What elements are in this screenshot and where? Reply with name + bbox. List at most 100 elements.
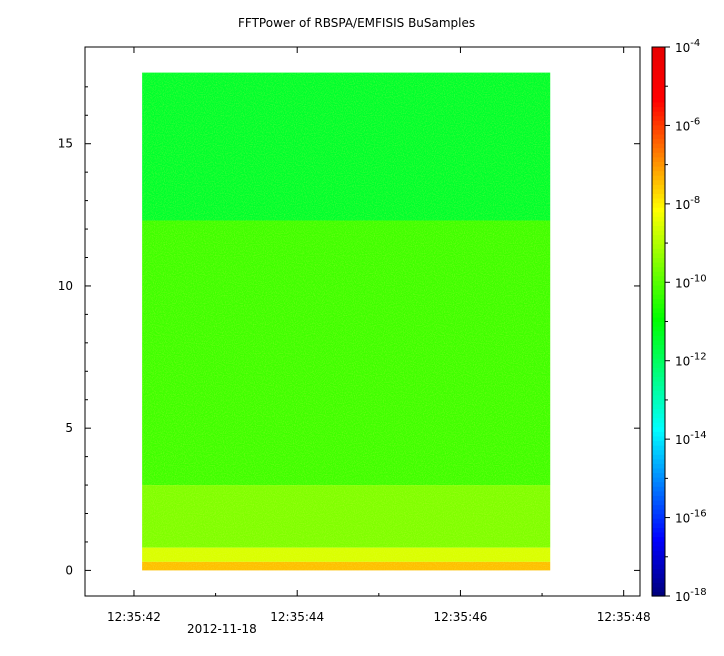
x-tick-label: 12:35:44 [270,610,324,624]
colorbar-segment [652,362,665,368]
colorbar-segment [652,541,665,547]
y-tick-label: 15 [58,137,73,151]
colorbar-segment [652,431,665,437]
colorbar-segment [652,197,665,204]
colorbar-tick-base: 10 [675,198,690,212]
colorbar-segment [652,518,665,524]
colorbar-segment [652,390,665,396]
colorbar-segment [652,225,665,231]
colorbar-tick-base: 10 [675,590,690,604]
colorbar-segment [652,380,665,387]
colorbar-segment [652,509,665,515]
colorbar-segment [652,207,665,213]
colorbar-segment [652,156,665,162]
x-axis: 12:35:42 12:35:44 12:35:46 12:35:48 [107,47,651,624]
colorbar-segment [652,353,665,359]
colorbar-segment [652,435,665,442]
colorbar-tick-exponent: -4 [690,38,700,49]
colorbar-segment [652,440,665,446]
colorbar-segment [652,294,665,300]
colorbar-segment [652,298,665,304]
colorbar-tick-base: 10 [675,433,690,447]
colorbar-segment [652,266,665,272]
colorbar-tick-label: 10-10 [675,273,707,290]
colorbar-segment [652,271,665,277]
colorbar-segment [652,307,665,313]
colorbar-segment [652,252,665,259]
y-tick-label: 0 [65,563,73,577]
colorbar-segment [652,445,665,451]
colorbar-tick-label: 10-16 [675,509,707,526]
colorbar-segment [652,449,665,455]
colorbar-segment [652,522,665,528]
colorbar-segment [652,563,665,570]
chart-title-text: FFTPower of RBSPA/EMFISIS BuSamples [238,16,476,30]
colorbar-segment [652,88,665,94]
colorbar-segment [652,312,665,318]
colorbar-segment [652,133,665,140]
x-tick-label: 12:35:48 [597,610,651,624]
colorbar-segment [652,573,665,579]
colorbar-segment [652,568,665,574]
colorbar-segment [652,426,665,432]
colorbar-tick-label: 10-12 [675,352,707,369]
colorbar-segment [652,193,665,199]
colorbar-tick-exponent: -16 [690,509,706,520]
colorbar-segment [652,101,665,108]
colorbar-segment [652,554,665,560]
colorbar-tick-exponent: -10 [690,273,706,284]
colorbar-segment [652,335,665,341]
colorbar-segment [652,422,665,428]
colorbar-segment [652,550,665,556]
colorbar-segment [652,280,665,286]
colorbar-segment [652,83,665,89]
colorbar-tick-base: 10 [675,355,690,369]
colorbar-segment [652,230,665,236]
colorbar-segment [652,477,665,483]
colorbar-segment [652,69,665,76]
colorbar-segment [652,326,665,332]
colorbar-segment [652,111,665,117]
colorbar-segment [652,458,665,464]
colorbar-tick-exponent: -14 [690,430,706,441]
colorbar-segment [652,417,665,423]
colorbar-segment [652,344,665,350]
colorbar-tick-exponent: -12 [690,352,706,363]
colorbar-segment [652,188,665,194]
colorbar-segment [652,248,665,254]
colorbar-segment [652,463,665,469]
colorbar-segment [652,490,665,496]
y-axis: 0 5 10 15 [58,86,640,577]
colorbar-segment [652,161,665,167]
y-tick-label: 5 [65,421,73,435]
colorbar-segment [652,385,665,391]
colorbar-tick-label: 10-14 [675,430,707,447]
colorbar-segment [652,239,665,245]
colorbar-segment [652,545,665,551]
colorbar-segment [652,586,665,593]
colorbar-tick-exponent: -18 [690,587,706,598]
colorbar-segment [652,321,665,327]
colorbar-segment [652,495,665,501]
colorbar-segment [652,74,665,80]
colorbar-tick-label: 10-4 [675,38,700,55]
colorbar-segment [652,79,665,85]
colorbar-tick-label: 10-6 [675,116,700,133]
colorbar-segment [652,330,665,336]
colorbar-segment [652,454,665,460]
colorbar-segment [652,47,665,53]
colorbar-segment [652,179,665,185]
colorbar-segment [652,577,665,583]
colorbar-segment [652,170,665,176]
colorbar-segment [652,591,665,597]
colorbar-segment [652,399,665,405]
colorbar-segment [652,559,665,565]
colorbar-tick-base: 10 [675,41,690,55]
colorbar-segment [652,358,665,364]
colorbar-segment [652,115,665,121]
colorbar-segment [652,143,665,149]
colorbar-segment [652,106,665,112]
colorbar-segment [652,376,665,382]
